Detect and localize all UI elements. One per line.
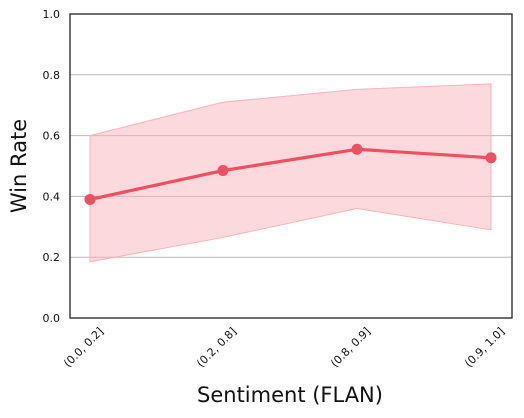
x-axis-title: Sentiment (FLAN) xyxy=(197,383,383,407)
data-point xyxy=(84,193,96,205)
plot-frame xyxy=(69,13,513,319)
y-tick-label: 0.6 xyxy=(43,130,61,143)
data-point xyxy=(217,165,229,177)
series-line-layer xyxy=(88,147,493,202)
y-tick-label: 0.4 xyxy=(43,190,61,203)
x-tick-label: (0.9, 1.0] xyxy=(462,325,507,370)
y-tick-label: 1.0 xyxy=(43,8,61,21)
data-point xyxy=(485,152,497,164)
y-axis-title: Win Rate xyxy=(7,119,31,213)
y-tick-labels: 0.0 0.2 0.4 0.6 0.8 1.0 xyxy=(43,8,61,325)
y-tick-label: 0.8 xyxy=(43,69,61,82)
confidence-band-layer xyxy=(89,83,492,263)
data-points xyxy=(84,143,497,205)
confidence-band xyxy=(89,83,492,263)
y-tick-label: 0.0 xyxy=(43,312,61,325)
x-tick-label: (0.0, 0.2] xyxy=(61,325,106,370)
series-line xyxy=(88,147,493,202)
x-tick-labels: (0.0, 0.2] (0.2, 0.8] (0.8, 0.9] (0.9, 1.0] xyxy=(61,325,507,370)
data-point xyxy=(351,143,363,155)
x-tick-label: (0.8, 0.9] xyxy=(328,325,373,370)
x-tick-label: (0.2, 0.8] xyxy=(194,325,239,370)
y-tick-label: 0.2 xyxy=(43,251,61,264)
